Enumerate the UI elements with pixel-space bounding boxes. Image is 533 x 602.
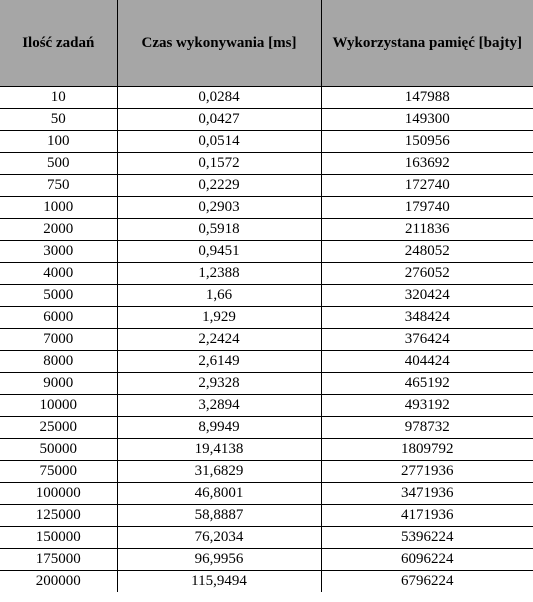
cell-execution-time: 0,5918 [116,218,322,241]
cell-task-count: 750 [0,174,118,197]
cell-memory-used: 248052 [320,240,533,263]
cell-memory-used: 493192 [320,394,533,417]
cell-task-count: 500 [0,152,118,175]
cell-task-count: 150000 [0,526,118,549]
table-body: 10 0,0284 147988 50 0,0427 149300 100 0,0514 150… [0,86,533,592]
cell-execution-time: 1,66 [116,284,322,307]
cell-task-count: 200000 [0,570,118,592]
cell-task-count: 75000 [0,460,118,483]
cell-task-count: 50 [0,108,118,131]
cell-execution-time: 96,9956 [116,548,322,571]
cell-task-count: 4000 [0,262,118,285]
table-row: 8000 2,6149 404424 [0,350,533,373]
cell-execution-time: 115,9494 [116,570,322,592]
cell-memory-used: 211836 [320,218,533,241]
cell-task-count: 125000 [0,504,118,527]
table-row: 25000 8,9949 978732 [0,416,533,439]
cell-memory-used: 172740 [320,174,533,197]
table-row: 6000 1,929 348424 [0,306,533,329]
table-row: 3000 0,9451 248052 [0,240,533,263]
table-row: 10000 3,2894 493192 [0,394,533,417]
table-row: 1000 0,2903 179740 [0,196,533,219]
cell-task-count: 6000 [0,306,118,329]
cell-memory-used: 163692 [320,152,533,175]
table-row: 500 0,1572 163692 [0,152,533,175]
cell-execution-time: 19,4138 [116,438,322,461]
table-row: 175000 96,9956 6096224 [0,548,533,571]
cell-task-count: 50000 [0,438,118,461]
cell-memory-used: 179740 [320,196,533,219]
cell-execution-time: 3,2894 [116,394,322,417]
header-row: Ilość zadań Czas wykonywania [ms] Wykorz… [0,0,533,87]
cell-memory-used: 348424 [320,306,533,329]
cell-memory-used: 320424 [320,284,533,307]
cell-execution-time: 0,0284 [116,86,322,109]
table-row: 75000 31,6829 2771936 [0,460,533,483]
cell-execution-time: 0,0427 [116,108,322,131]
cell-execution-time: 2,6149 [116,350,322,373]
cell-execution-time: 0,1572 [116,152,322,175]
cell-task-count: 10000 [0,394,118,417]
table-row: 2000 0,5918 211836 [0,218,533,241]
cell-memory-used: 147988 [320,86,533,109]
cell-task-count: 8000 [0,350,118,373]
cell-task-count: 7000 [0,328,118,351]
cell-task-count: 9000 [0,372,118,395]
cell-memory-used: 276052 [320,262,533,285]
cell-task-count: 1000 [0,196,118,219]
header-task-count: Ilość zadań [0,0,118,87]
cell-execution-time: 2,9328 [116,372,322,395]
cell-memory-used: 2771936 [320,460,533,483]
cell-execution-time: 0,2229 [116,174,322,197]
cell-task-count: 100000 [0,482,118,505]
cell-task-count: 100 [0,130,118,153]
header-memory-used: Wykorzystana pamięć [bajty] [320,0,533,87]
cell-task-count: 2000 [0,218,118,241]
cell-memory-used: 404424 [320,350,533,373]
header-execution-time: Czas wykonywania [ms] [116,0,322,87]
cell-execution-time: 0,9451 [116,240,322,263]
table-row: 150000 76,2034 5396224 [0,526,533,549]
cell-memory-used: 1809792 [320,438,533,461]
table-row: 7000 2,2424 376424 [0,328,533,351]
table-row: 50000 19,4138 1809792 [0,438,533,461]
cell-memory-used: 376424 [320,328,533,351]
cell-execution-time: 58,8887 [116,504,322,527]
table-row: 750 0,2229 172740 [0,174,533,197]
cell-memory-used: 465192 [320,372,533,395]
table-row: 10 0,0284 147988 [0,86,533,109]
cell-task-count: 3000 [0,240,118,263]
cell-task-count: 5000 [0,284,118,307]
cell-memory-used: 149300 [320,108,533,131]
cell-memory-used: 6796224 [320,570,533,592]
cell-memory-used: 5396224 [320,526,533,549]
cell-execution-time: 76,2034 [116,526,322,549]
cell-execution-time: 46,8001 [116,482,322,505]
table-row: 100000 46,8001 3471936 [0,482,533,505]
table-row: 100 0,0514 150956 [0,130,533,153]
table-row: 125000 58,8887 4171936 [0,504,533,527]
table-row: 9000 2,9328 465192 [0,372,533,395]
cell-execution-time: 0,0514 [116,130,322,153]
cell-execution-time: 0,2903 [116,196,322,219]
table-row: 50 0,0427 149300 [0,108,533,131]
cell-memory-used: 150956 [320,130,533,153]
cell-execution-time: 1,2388 [116,262,322,285]
cell-execution-time: 1,929 [116,306,322,329]
cell-task-count: 175000 [0,548,118,571]
cell-memory-used: 978732 [320,416,533,439]
table-row: 4000 1,2388 276052 [0,262,533,285]
table-row: 200000 115,9494 6796224 [0,570,533,592]
cell-memory-used: 4171936 [320,504,533,527]
cell-execution-time: 8,9949 [116,416,322,439]
table-row: 5000 1,66 320424 [0,284,533,307]
cell-task-count: 25000 [0,416,118,439]
cell-memory-used: 3471936 [320,482,533,505]
cell-execution-time: 31,6829 [116,460,322,483]
cell-execution-time: 2,2424 [116,328,322,351]
cell-memory-used: 6096224 [320,548,533,571]
cell-task-count: 10 [0,86,118,109]
